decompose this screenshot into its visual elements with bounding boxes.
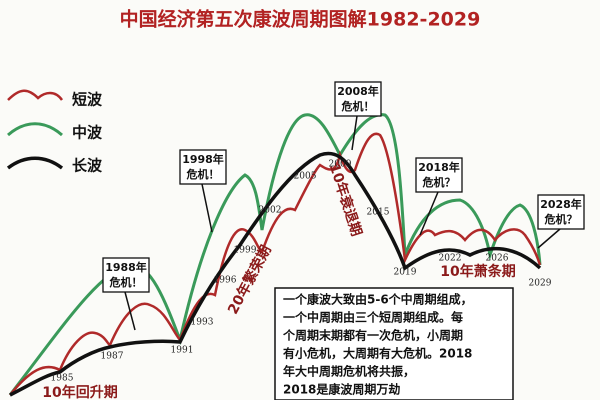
year-label: 1985: [51, 374, 74, 384]
year-label: 2015: [367, 208, 390, 218]
year-label: 1999: [234, 246, 257, 256]
callout-arrow: [124, 291, 136, 331]
note-line: 有小危机，大周期有大危机。2018: [283, 346, 472, 361]
year-label: 2022: [439, 254, 462, 264]
callout-box: [415, 157, 463, 193]
year-label: 1987: [101, 352, 124, 362]
callout-arrow: [201, 183, 213, 233]
long-wave: [9, 151, 542, 397]
callout-box: [179, 149, 227, 185]
short-wave: [9, 132, 542, 396]
year-label: 2029: [529, 279, 552, 289]
legend-swatch: [6, 156, 64, 170]
callout-text: 2018年: [418, 160, 460, 174]
year-label: 2002: [259, 206, 282, 216]
callout-text: 危机？: [544, 212, 578, 226]
callout-text: 危机？: [422, 175, 456, 189]
year-label: 1991: [171, 346, 194, 356]
note-line: 2018是康波周期万劫: [283, 382, 400, 397]
callout-arrow: [537, 228, 561, 249]
year-label: 2005: [294, 172, 317, 182]
callout-text: 1988年: [105, 260, 147, 274]
year-label: 1996: [214, 276, 237, 286]
callout-arrow: [351, 115, 358, 151]
note-line: 个周期末期都有一次危机，小周期: [282, 328, 463, 343]
callout-arrow: [419, 191, 439, 236]
legend-label: 短波: [72, 91, 103, 109]
legend-swatch: [7, 89, 64, 101]
phase-label: 10年回升期: [42, 384, 117, 400]
year-label: 1993: [191, 318, 214, 328]
title: 中国经济第五次康波周期图解1982-2029: [120, 8, 481, 31]
callout-box: [102, 257, 150, 293]
year-label: 2026: [486, 254, 509, 264]
callout-text: 危机！: [186, 167, 220, 181]
year-label: 2019: [394, 268, 417, 278]
legend-swatch: [7, 122, 63, 137]
legend-label: 中波: [72, 124, 103, 142]
labels: 1988年危机！1998年危机！2008年危机！2018年危机？2028年危机？…: [42, 81, 585, 400]
phase-label: 10年萧条期: [440, 263, 515, 280]
callout-text: 危机！: [109, 275, 143, 289]
callout-box: [334, 81, 382, 117]
note-line: 一个中周期由三个短周期组成。每: [283, 310, 463, 325]
callout-box: [537, 194, 585, 230]
callout-text: 危机！: [341, 99, 375, 113]
callout-text: 2008年: [337, 84, 379, 98]
medium-wave: [8, 113, 542, 396]
text-box: [274, 287, 514, 400]
callout-text: 2028年: [540, 197, 582, 211]
year-label: 2009: [329, 160, 352, 170]
callout-text: 1998年: [182, 152, 224, 166]
note-line: 一个康波大致由5-6个中周期组成，: [283, 292, 473, 307]
note-line: 年大中周期危机将共振，: [283, 364, 415, 379]
legend-label: 长波: [72, 157, 103, 175]
